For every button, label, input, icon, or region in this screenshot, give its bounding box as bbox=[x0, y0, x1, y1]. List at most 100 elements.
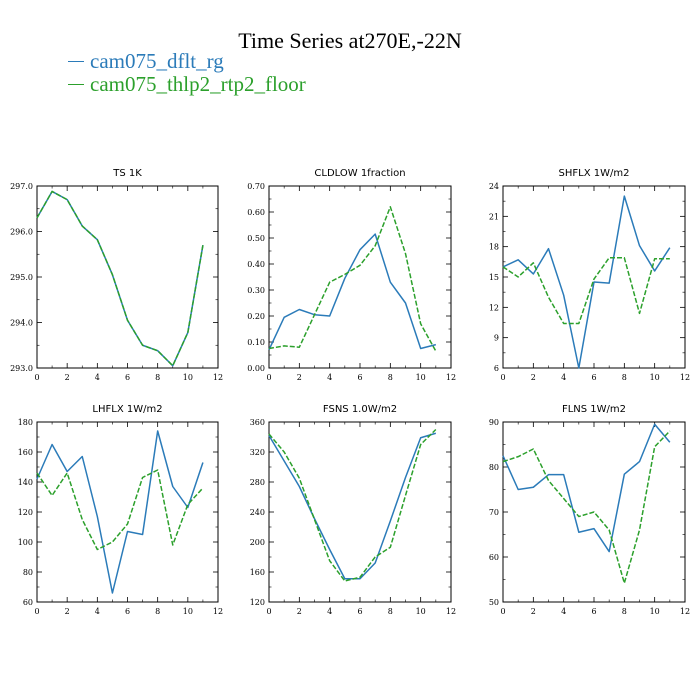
x-tick-label: 0 bbox=[500, 373, 505, 382]
x-tick-label: 6 bbox=[125, 373, 130, 382]
x-tick-label: 12 bbox=[446, 373, 456, 382]
x-tick-label: 2 bbox=[65, 607, 70, 616]
series-line-dflt bbox=[502, 195, 671, 369]
y-tick-label: 60 bbox=[489, 553, 499, 562]
series-line-floor bbox=[268, 206, 437, 352]
series-line-floor bbox=[502, 430, 671, 584]
y-tick-label: 24 bbox=[489, 182, 499, 191]
series-line-dflt bbox=[36, 430, 204, 594]
panel-ts: TS 1K 0 2 4 6 8 10 12 293.0 294.0 295.0 296.0 297.0 bbox=[10, 168, 223, 382]
panel-title-fsns: FSNS 1.0W/m2 bbox=[323, 404, 397, 415]
y-tick-label: 60 bbox=[23, 598, 33, 607]
x-tick-label: 8 bbox=[622, 607, 627, 616]
y-tick-label: 18 bbox=[489, 243, 499, 252]
y-tick-label: 21 bbox=[489, 212, 499, 221]
plot-frame-ts bbox=[36, 185, 219, 369]
legend-line-floor bbox=[68, 84, 84, 85]
x-tick-label: 4 bbox=[95, 373, 100, 382]
x-tick-label: 0 bbox=[34, 607, 39, 616]
y-tick-label: 120 bbox=[18, 508, 33, 517]
y-tick-label: 0.00 bbox=[247, 364, 265, 373]
panel-cldlow: CLDLOW 1fraction 0 2 4 6 8 10 12 0.00 0.10 0.20 0.3… bbox=[247, 168, 456, 382]
legend-line-dflt bbox=[68, 61, 84, 62]
y-tick-label: 70 bbox=[489, 508, 499, 517]
x-tick-label: 0 bbox=[500, 607, 505, 616]
x-tick-label: 4 bbox=[327, 373, 332, 382]
plot-frame-shflx bbox=[502, 185, 686, 369]
y-tick-label: 160 bbox=[250, 568, 265, 577]
x-tick-label: 2 bbox=[297, 373, 302, 382]
y-tick-label: 12 bbox=[489, 303, 499, 312]
panel-title-lhflx: LHFLX 1W/m2 bbox=[92, 404, 162, 415]
x-tick-label: 12 bbox=[680, 607, 690, 616]
x-tick-label: 4 bbox=[561, 607, 566, 616]
y-tick-label: 80 bbox=[489, 463, 499, 472]
plot-frame-lhflx bbox=[36, 421, 219, 603]
y-tick-label: 0.40 bbox=[247, 260, 265, 269]
plot-frame-cldlow bbox=[268, 185, 452, 369]
y-tick-label: 293.0 bbox=[10, 364, 33, 373]
x-tick-label: 12 bbox=[680, 373, 690, 382]
series-line-dflt bbox=[268, 432, 437, 580]
y-tick-label: 0.20 bbox=[247, 312, 265, 321]
x-tick-label: 4 bbox=[327, 607, 332, 616]
x-tick-label: 10 bbox=[416, 373, 426, 382]
y-tick-label: 0.50 bbox=[247, 234, 265, 243]
y-tick-label: 0.60 bbox=[247, 208, 265, 217]
y-tick-label: 0.70 bbox=[247, 182, 265, 191]
legend: cam075_dflt_rg cam075_thlp2_rtp2_floor bbox=[68, 50, 306, 96]
y-tick-label: 50 bbox=[489, 598, 499, 607]
series-line-floor bbox=[268, 428, 437, 582]
x-tick-label: 8 bbox=[622, 373, 627, 382]
series-line-dflt bbox=[268, 233, 437, 351]
y-tick-label: 15 bbox=[489, 273, 499, 282]
y-tick-label: 0.10 bbox=[247, 338, 265, 347]
y-tick-label: 140 bbox=[18, 478, 33, 487]
x-tick-label: 6 bbox=[591, 373, 596, 382]
series-line-dflt bbox=[36, 190, 204, 367]
series-line-floor bbox=[502, 257, 670, 325]
x-tick-label: 2 bbox=[531, 373, 536, 382]
x-tick-label: 0 bbox=[266, 607, 271, 616]
legend-item-floor: cam075_thlp2_rtp2_floor bbox=[68, 73, 306, 96]
series-line-floor bbox=[36, 469, 204, 551]
x-tick-label: 6 bbox=[357, 373, 362, 382]
y-tick-label: 180 bbox=[18, 418, 33, 427]
x-tick-label: 4 bbox=[95, 607, 100, 616]
x-tick-label: 0 bbox=[34, 373, 39, 382]
x-tick-label: 6 bbox=[591, 607, 596, 616]
y-tick-label: 9 bbox=[494, 334, 499, 343]
y-tick-label: 320 bbox=[250, 448, 265, 457]
x-tick-label: 8 bbox=[388, 373, 393, 382]
figure-title: Time Series at270E,-22N bbox=[238, 28, 462, 53]
x-tick-label: 4 bbox=[561, 373, 566, 382]
y-tick-label: 294.0 bbox=[10, 319, 33, 328]
x-tick-label: 0 bbox=[266, 373, 271, 382]
y-tick-label: 280 bbox=[250, 478, 265, 487]
panel-fsns: FSNS 1.0W/m2 0 2 4 6 8 10 12 120 160 200 240 280 320 3… bbox=[250, 404, 456, 616]
y-tick-label: 90 bbox=[489, 418, 499, 427]
panel-title-cldlow: CLDLOW 1fraction bbox=[314, 168, 405, 179]
panel-title-shflx: SHFLX 1W/m2 bbox=[559, 168, 630, 179]
x-tick-label: 8 bbox=[155, 607, 160, 616]
x-tick-label: 12 bbox=[446, 607, 456, 616]
panel-lhflx: LHFLX 1W/m2 0 2 4 6 8 10 12 60 80 100 120 140 160 180 bbox=[18, 404, 223, 616]
x-tick-label: 8 bbox=[388, 607, 393, 616]
x-tick-label: 10 bbox=[183, 607, 193, 616]
legend-label-floor: cam075_thlp2_rtp2_floor bbox=[90, 72, 306, 96]
x-tick-label: 10 bbox=[416, 607, 426, 616]
x-tick-label: 6 bbox=[357, 607, 362, 616]
x-tick-label: 2 bbox=[531, 607, 536, 616]
legend-label-dflt: cam075_dflt_rg bbox=[90, 49, 224, 73]
x-tick-label: 2 bbox=[297, 607, 302, 616]
series-line-dflt bbox=[502, 423, 671, 553]
y-tick-label: 120 bbox=[250, 598, 265, 607]
panel-title-flns: FLNS 1W/m2 bbox=[562, 404, 626, 415]
y-tick-label: 0.30 bbox=[247, 286, 265, 295]
y-tick-label: 296.0 bbox=[10, 228, 33, 237]
panel-flns: FLNS 1W/m2 0 2 4 6 8 10 12 50 60 70 80 90 bbox=[489, 404, 690, 616]
y-tick-label: 360 bbox=[250, 418, 265, 427]
plot-frame-fsns bbox=[268, 421, 452, 603]
